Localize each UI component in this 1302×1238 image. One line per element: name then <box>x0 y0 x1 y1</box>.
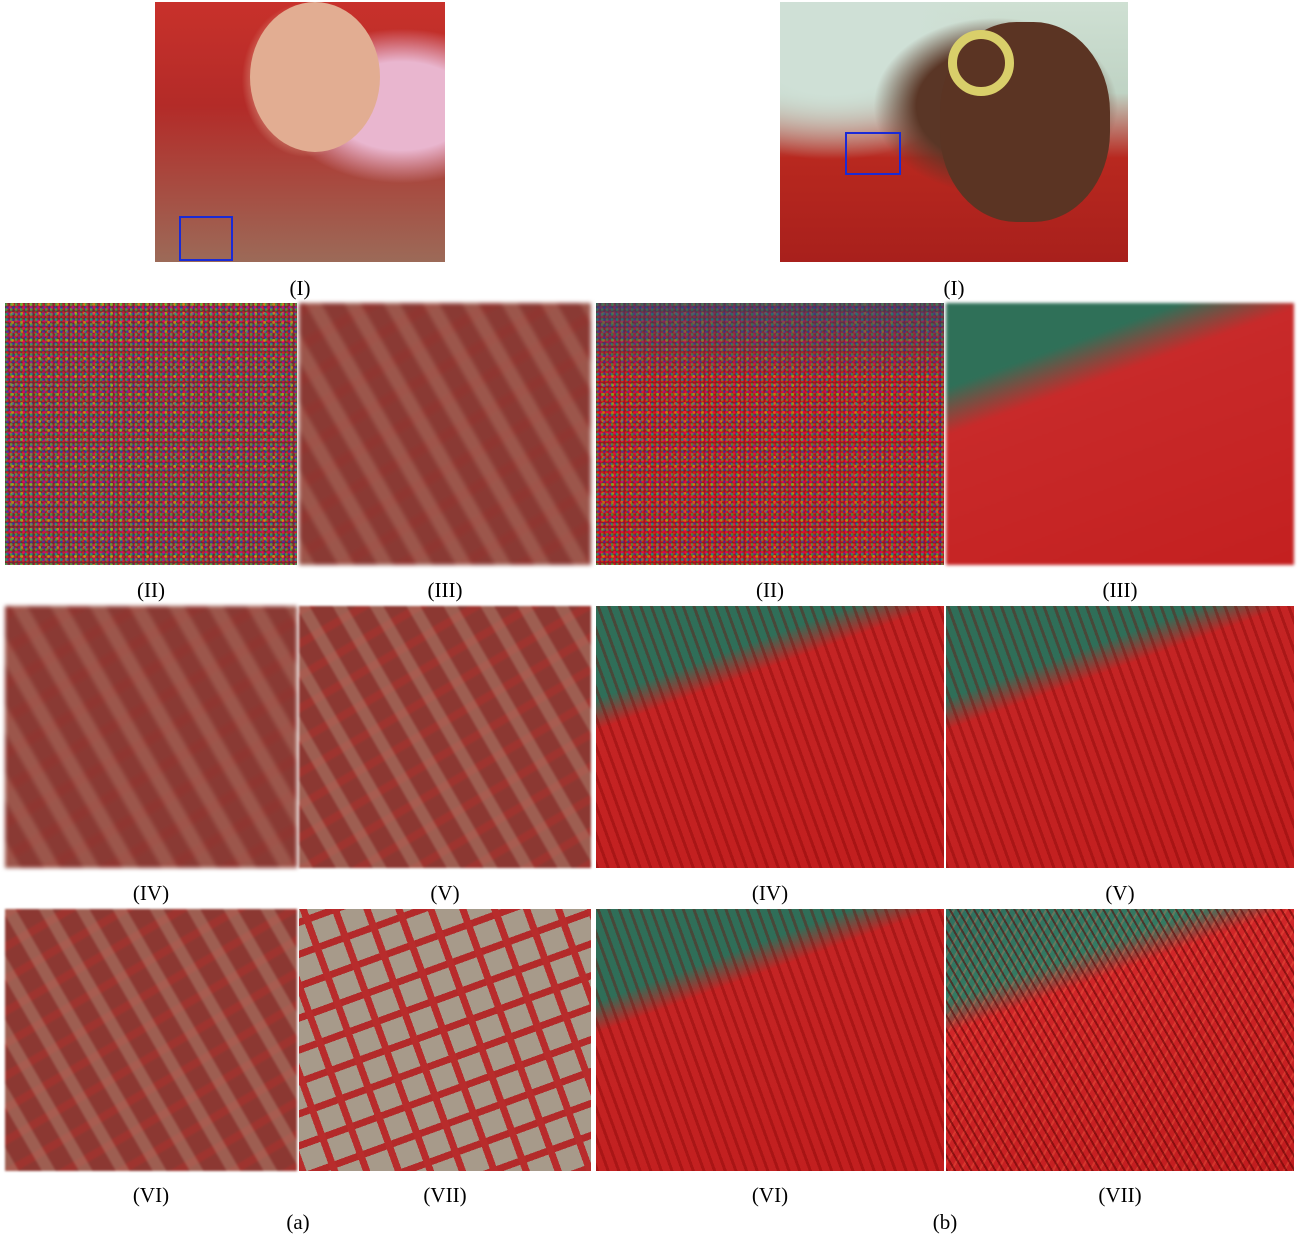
panel-a-crop-7 <box>299 909 591 1171</box>
panel-b-crop-noisy <box>596 303 944 565</box>
panel-b-crop-6 <box>596 909 944 1171</box>
panel-a-crop-4 <box>5 606 297 868</box>
panel-a-crop-label-6: (VI) <box>132 1183 170 1207</box>
panel-a-crop-label-5: (V) <box>430 881 460 905</box>
panel-a-original-label: (I) <box>289 276 311 300</box>
panel-b-original-image <box>780 2 1128 262</box>
panel-b-crop-label-7: (VII) <box>1098 1183 1142 1207</box>
panel-b-crop-label-6: (VI) <box>751 1183 789 1207</box>
panel-a-crop-6 <box>5 909 297 1171</box>
panel-a-label: (a) <box>286 1210 310 1234</box>
panel-b-crop-label-2: (II) <box>756 578 784 602</box>
panel-b-crop-5 <box>946 606 1294 868</box>
panel-b-original-label: (I) <box>943 276 965 300</box>
face-paint-ring <box>948 30 1014 96</box>
panel-b-crop-label-4: (IV) <box>751 881 789 905</box>
panel-b-crop-4 <box>596 606 944 868</box>
panel-b-crop-3 <box>946 303 1294 565</box>
panel-b-label: (b) <box>932 1210 958 1234</box>
panel-b-crop-label-5: (V) <box>1105 881 1135 905</box>
panel-a-crop-label-3: (III) <box>427 578 463 602</box>
panel-b-crop-label-3: (III) <box>1102 578 1138 602</box>
panel-a-crop-label-7: (VII) <box>423 1183 467 1207</box>
panel-b-highlight-box <box>845 132 901 175</box>
panel-a-crop-5 <box>299 606 591 868</box>
panel-b-crop-7 <box>946 909 1294 1171</box>
panel-a-crop-label-4: (IV) <box>132 881 170 905</box>
panel-a-highlight-box <box>179 216 233 261</box>
panel-a-crop-label-2: (II) <box>137 578 165 602</box>
panel-a-crop-3 <box>299 303 591 565</box>
panel-a-crop-noisy <box>5 303 297 565</box>
face-a <box>250 2 380 152</box>
panel-a-original-image <box>155 2 445 262</box>
